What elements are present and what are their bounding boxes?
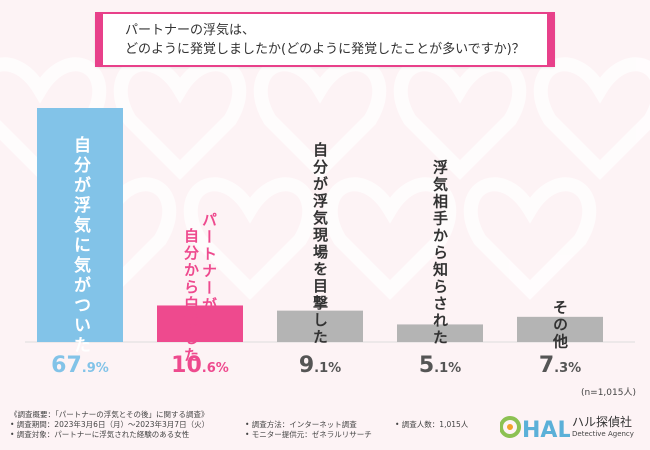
hal-logo-icon: HAL (499, 416, 571, 443)
category-label-2-col2: 自分から白状した (182, 227, 200, 364)
sample-size-label: (n=1,015人) (580, 388, 636, 398)
value-label-3: 9.1% (299, 353, 341, 378)
chart-title-box: パートナーの浮気は、 どのように発覚しましたか(どのように発覚したことが多いです… (95, 12, 555, 67)
bar-2 (157, 305, 243, 342)
chart-title-line2: どのように発覚しましたか(どのように発覚したことが多いですか)？ (125, 42, 525, 57)
survey-count: • 調査人数：1,015人 (395, 420, 469, 429)
logo-mark-text: HAL (522, 418, 570, 443)
survey-overview: 《調査概要：「パートナーの浮気とその後」に関する調査》 (10, 410, 209, 419)
value-label-4: 5.1% (419, 353, 461, 378)
category-label-5: その他 (551, 300, 569, 351)
survey-period: • 調査期間：2023年3月6日（月）〜2023年3月7日（火） (10, 420, 210, 429)
footer-right: • 調査人数：1,015人 (395, 420, 495, 430)
value-label-2: 10.6% (171, 353, 229, 378)
category-label-3: 自分が浮気現場を目撃した (311, 141, 329, 346)
survey-method: • 調査方法：インターネット調査 (245, 420, 357, 429)
bar-5 (517, 316, 603, 342)
category-label-2-col1: パートナーが (200, 212, 218, 314)
bar-3 (277, 310, 363, 342)
survey-provider: • モニター提供元：ゼネラルリサーチ (245, 430, 372, 439)
value-label-5: 7.3% (539, 353, 581, 378)
company-logo: HAL ハル探偵社 Detective Agency (499, 410, 645, 444)
bar-4 (397, 324, 483, 342)
chart-title-line1: パートナーの浮気は、 (125, 23, 256, 38)
survey-target: • 調査対象：パートナーに浮気された経験のある女性 (10, 430, 190, 439)
survey-footer: 《調査概要：「パートナーの浮気とその後」に関する調査》 • 調査期間：2023年… (10, 410, 480, 448)
category-label-1: 自分が浮気に気がついた (70, 135, 92, 356)
footer-middle: • 調査方法：インターネット調査 • モニター提供元：ゼネラルリサーチ (245, 420, 395, 440)
value-label-1: 67.9% (51, 353, 109, 378)
company-name-en: Detective Agency (572, 430, 634, 438)
category-label-4: 浮気相手から知らされた (431, 159, 449, 347)
company-name-ja: ハル探偵社 (572, 415, 633, 429)
footer-left: 《調査概要：「パートナーの浮気とその後」に関する調査》 • 調査期間：2023年… (10, 410, 240, 440)
bar-1 (37, 108, 123, 342)
